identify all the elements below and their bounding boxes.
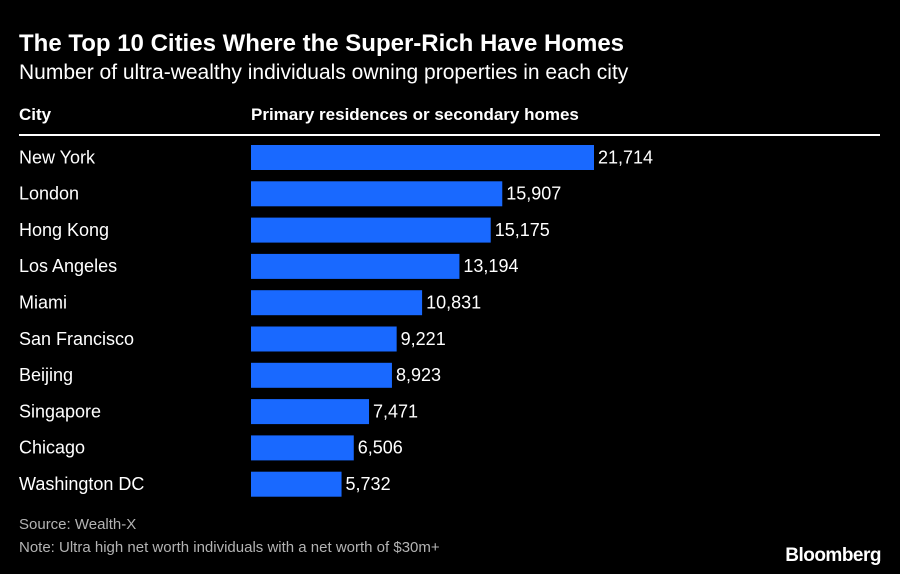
bar bbox=[251, 362, 392, 388]
city-label: San Francisco bbox=[19, 329, 134, 349]
bar bbox=[251, 253, 460, 279]
value-label: 6,506 bbox=[358, 438, 403, 458]
city-label: Miami bbox=[19, 292, 67, 312]
value-label: 7,471 bbox=[373, 401, 418, 421]
value-label: 5,732 bbox=[346, 474, 391, 494]
bar bbox=[251, 217, 491, 243]
city-label: Chicago bbox=[19, 438, 85, 458]
source-note: Source: Wealth-X bbox=[19, 516, 137, 533]
value-column-header: Primary residences or secondary homes bbox=[251, 105, 579, 124]
city-label: New York bbox=[19, 147, 96, 167]
value-label: 9,221 bbox=[401, 329, 446, 349]
value-label: 10,831 bbox=[426, 292, 481, 312]
bloomberg-logo: Bloomberg bbox=[785, 545, 881, 566]
city-label: London bbox=[19, 184, 79, 204]
bar bbox=[251, 145, 594, 170]
bar bbox=[251, 290, 423, 316]
chart-subtitle: Number of ultra-wealthy individuals owni… bbox=[19, 61, 629, 84]
city-label: Los Angeles bbox=[19, 256, 117, 276]
bar bbox=[251, 435, 354, 461]
value-label: 15,175 bbox=[495, 220, 550, 240]
value-label: 8,923 bbox=[396, 365, 441, 385]
bar bbox=[251, 326, 397, 352]
city-label: Washington DC bbox=[19, 474, 144, 494]
value-label: 21,714 bbox=[598, 147, 653, 167]
value-label: 13,194 bbox=[463, 256, 518, 276]
bar bbox=[251, 399, 370, 425]
value-label: 15,907 bbox=[506, 184, 561, 204]
city-column-header: City bbox=[19, 105, 52, 124]
bar bbox=[251, 181, 503, 207]
city-label: Singapore bbox=[19, 401, 101, 421]
chart-title: The Top 10 Cities Where the Super-Rich H… bbox=[19, 30, 625, 57]
bar bbox=[251, 471, 342, 497]
city-label: Hong Kong bbox=[19, 220, 109, 240]
footnote: Note: Ultra high net worth individuals w… bbox=[19, 539, 440, 556]
city-label: Beijing bbox=[19, 365, 73, 385]
header-rule bbox=[19, 134, 880, 136]
